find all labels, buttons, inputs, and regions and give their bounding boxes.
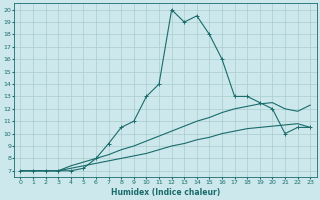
- X-axis label: Humidex (Indice chaleur): Humidex (Indice chaleur): [111, 188, 220, 197]
